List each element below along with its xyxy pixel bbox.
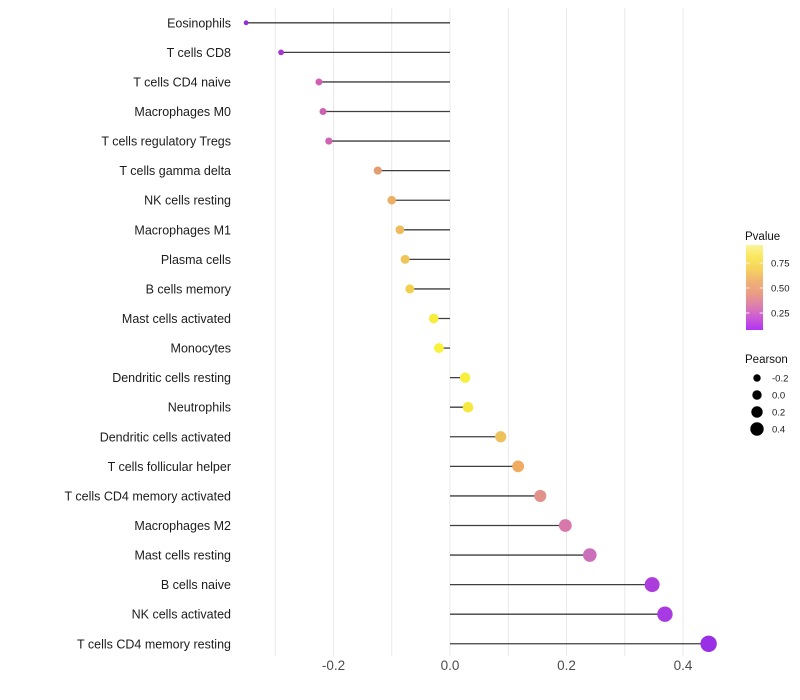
data-point <box>395 225 405 235</box>
legend-pearson: Pearson -0.2 0.0 0.2 0.4 <box>745 354 788 436</box>
data-point <box>319 108 327 116</box>
y-axis-label: Macrophages M1 <box>134 223 231 237</box>
y-axis-label: B cells memory <box>146 282 232 296</box>
lollipop-segments-group <box>246 22 709 645</box>
y-axis-label: Monocytes <box>171 342 231 356</box>
x-axis-tick-label: 0.2 <box>557 658 576 673</box>
pearson-size-label: 0.2 <box>772 408 785 419</box>
data-point <box>644 577 660 593</box>
data-point <box>434 343 444 353</box>
pearson-size-label: -0.2 <box>772 374 788 385</box>
pvalue-tick-labels: 0.75 0.50 0.25 <box>746 259 790 320</box>
y-axis-label: Mast cells resting <box>134 549 231 563</box>
y-axis-label: T cells CD4 memory resting <box>77 637 231 651</box>
x-axis-tick-label: 0.0 <box>441 658 460 673</box>
data-point <box>583 548 597 562</box>
y-axis-label: Neutrophils <box>168 401 231 415</box>
data-point <box>400 254 410 264</box>
y-axis-label: Plasma cells <box>161 253 231 267</box>
y-axis-label: T cells CD8 <box>167 46 231 60</box>
y-axis-label: T cells CD4 naive <box>133 75 231 89</box>
data-point <box>558 519 572 532</box>
y-axis-label: T cells CD4 memory activated <box>65 489 232 503</box>
legend-pvalue: Pvalue 0.75 0.50 0.25 <box>745 231 790 330</box>
y-axis-label: T cells gamma delta <box>119 164 231 178</box>
pearson-size-dot <box>752 390 762 400</box>
data-point <box>495 431 507 443</box>
x-axis-tick-label: 0.4 <box>674 658 693 673</box>
y-axis-label: Macrophages M0 <box>134 105 231 119</box>
gridlines-group <box>274 8 684 656</box>
y-axis-label: Dendritic cells resting <box>112 371 231 385</box>
pearson-size-dot <box>753 374 761 382</box>
data-point <box>243 20 249 26</box>
pvalue-tick-label: 0.50 <box>771 284 790 295</box>
pearson-size-dot <box>751 406 763 418</box>
y-axis-label: NK cells resting <box>144 194 231 208</box>
pearson-size-items: -0.2 0.0 0.2 0.4 <box>750 374 788 436</box>
y-axis-label: Mast cells activated <box>122 312 231 326</box>
data-point <box>657 606 673 622</box>
data-point <box>462 401 474 413</box>
data-points-group <box>243 20 717 652</box>
data-point <box>325 137 333 145</box>
data-point <box>315 78 323 86</box>
data-point <box>459 372 471 383</box>
data-point <box>387 195 397 205</box>
y-axis-label: Macrophages M2 <box>134 519 231 533</box>
data-point <box>512 460 525 473</box>
pearson-size-label: 0.4 <box>772 425 785 436</box>
data-point <box>534 489 547 503</box>
pvalue-tick-label: 0.75 <box>771 259 790 270</box>
data-point <box>700 635 717 652</box>
data-point <box>428 313 439 324</box>
data-point <box>278 49 284 56</box>
data-point <box>373 166 382 175</box>
pearson-size-dot <box>750 422 764 436</box>
legend-pvalue-title: Pvalue <box>745 231 780 243</box>
y-axis-label: NK cells activated <box>132 608 231 622</box>
y-axis-label: T cells follicular helper <box>108 460 231 474</box>
pvalue-gradient-bar <box>746 245 763 330</box>
x-axis-tick-label: -0.2 <box>322 658 345 673</box>
y-axis-label: Eosinophils <box>167 16 231 30</box>
y-axis-label: B cells naive <box>161 578 231 592</box>
x-axis-ticks-group: -0.2 0.0 0.2 0.4 <box>322 658 693 673</box>
y-axis-label: Dendritic cells activated <box>100 430 231 444</box>
y-axis-labels-group: Eosinophils T cells CD8 T cells CD4 naive M… <box>65 16 232 651</box>
legend-pearson-title: Pearson <box>745 354 788 366</box>
pearson-size-label: 0.0 <box>772 391 785 402</box>
pvalue-tick-label: 0.25 <box>771 309 790 320</box>
y-axis-label: T cells regulatory Tregs <box>101 135 231 149</box>
data-point <box>405 284 415 294</box>
